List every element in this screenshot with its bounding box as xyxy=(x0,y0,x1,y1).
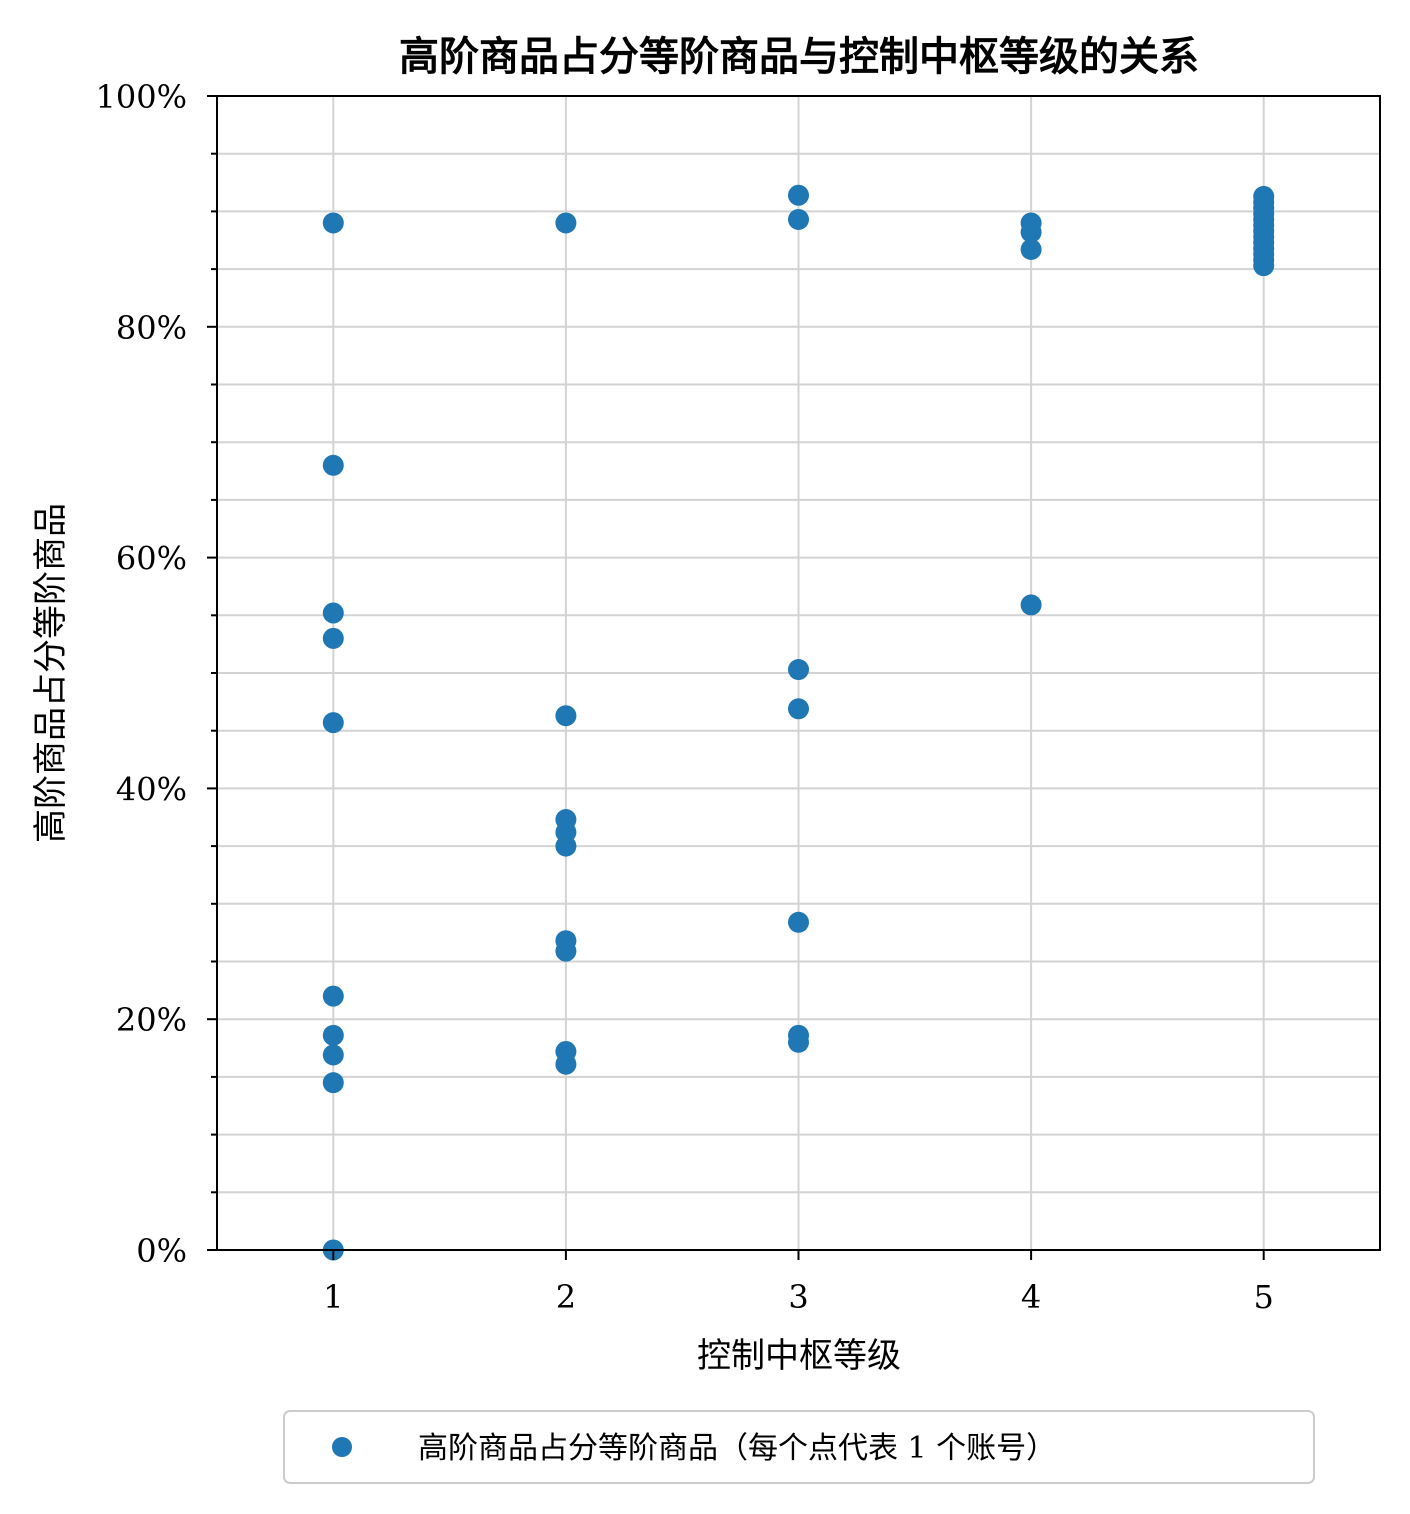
x-tick-label: 2 xyxy=(556,1278,576,1316)
legend-marker xyxy=(332,1437,352,1457)
data-point xyxy=(1020,238,1042,260)
data-point xyxy=(788,659,809,681)
data-point xyxy=(555,705,577,727)
legend-box xyxy=(283,1410,1315,1484)
data-point xyxy=(322,454,344,476)
axis-ticks: 0% 20% 40% 60% 80% 100% 1 2 3 4 5 xyxy=(96,78,1274,1316)
legend-label: 高阶商品占分等阶商品（每个点代表 1 个账号） xyxy=(418,1431,1056,1466)
data-point xyxy=(555,940,577,962)
data-point xyxy=(788,184,809,206)
data-point xyxy=(322,602,344,624)
data-point xyxy=(322,1072,344,1094)
data-point xyxy=(788,208,809,230)
data-point xyxy=(322,712,344,734)
data-point xyxy=(322,1044,344,1066)
legend: 高阶商品占分等阶商品（每个点代表 1 个账号） xyxy=(283,1410,1315,1484)
data-points xyxy=(322,184,1275,1261)
y-tick-label: 100% xyxy=(96,78,187,116)
data-point xyxy=(788,911,809,933)
data-point xyxy=(322,985,344,1007)
y-tick-label: 40% xyxy=(116,770,187,808)
data-point xyxy=(555,1053,577,1075)
data-point xyxy=(322,212,344,234)
chart-title: 高阶商品占分等阶商品与控制中枢等级的关系 xyxy=(399,33,1199,80)
data-point xyxy=(1253,255,1275,277)
data-point xyxy=(1020,594,1042,616)
x-tick-label: 3 xyxy=(788,1278,808,1316)
y-tick-label: 60% xyxy=(116,540,187,578)
y-axis-label: 高阶商品占分等阶商品 xyxy=(31,503,71,843)
x-tick-label: 4 xyxy=(1021,1278,1041,1316)
y-tick-label: 20% xyxy=(116,1001,187,1039)
data-point xyxy=(788,698,809,720)
data-point xyxy=(322,1024,344,1046)
data-point xyxy=(322,627,344,649)
x-tick-label: 1 xyxy=(323,1278,343,1316)
x-tick-label: 5 xyxy=(1254,1278,1274,1316)
data-point xyxy=(1020,221,1042,243)
y-tick-label: 0% xyxy=(136,1232,187,1270)
data-point xyxy=(555,212,577,234)
data-point xyxy=(555,835,577,857)
data-point xyxy=(788,1031,809,1053)
x-axis-label: 控制中枢等级 xyxy=(697,1336,901,1376)
y-tick-label: 80% xyxy=(116,309,187,347)
